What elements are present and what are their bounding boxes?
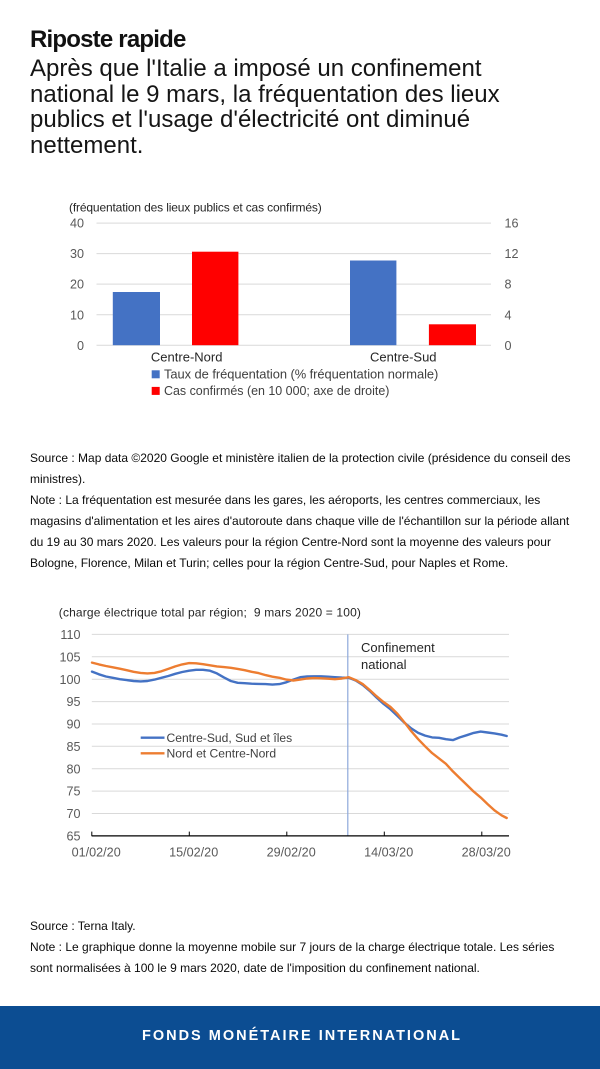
svg-text:Centre-Sud, Sud et îles: Centre-Sud, Sud et îles xyxy=(167,731,293,745)
svg-text:85: 85 xyxy=(66,740,80,754)
svg-text:0: 0 xyxy=(77,339,84,353)
svg-text:16: 16 xyxy=(505,217,519,231)
svg-text:30: 30 xyxy=(70,247,84,261)
svg-text:national: national xyxy=(361,657,407,672)
svg-text:95: 95 xyxy=(66,695,80,709)
svg-text:4: 4 xyxy=(505,308,512,322)
svg-text:Cas confirmés (en 10 000; axe: Cas confirmés (en 10 000; axe de droite) xyxy=(164,384,389,398)
svg-text:75: 75 xyxy=(66,785,80,799)
svg-text:Taux de fréquentation (% fréqu: Taux de fréquentation (% fréquentation n… xyxy=(164,367,438,382)
svg-text:105: 105 xyxy=(59,650,80,664)
svg-text:01/02/20: 01/02/20 xyxy=(72,845,121,859)
svg-text:20: 20 xyxy=(70,278,84,292)
svg-text:(charge électrique total par r: (charge électrique total par région; 9 m… xyxy=(59,606,361,620)
svg-text:0: 0 xyxy=(505,339,512,353)
svg-text:Nord et Centre-Nord: Nord et Centre-Nord xyxy=(167,747,277,761)
svg-text:8: 8 xyxy=(505,278,512,292)
svg-text:12: 12 xyxy=(505,247,519,261)
svg-text:65: 65 xyxy=(66,830,80,844)
svg-text:100: 100 xyxy=(59,673,80,687)
svg-text:Centre-Nord: Centre-Nord xyxy=(151,350,223,365)
svg-text:15/02/20: 15/02/20 xyxy=(169,845,218,859)
svg-text:70: 70 xyxy=(66,807,80,821)
svg-text:14/03/20: 14/03/20 xyxy=(364,845,413,859)
svg-text:28/03/20: 28/03/20 xyxy=(462,845,511,859)
svg-text:10: 10 xyxy=(70,308,84,322)
svg-text:Confinement: Confinement xyxy=(361,640,435,655)
svg-text:80: 80 xyxy=(66,762,80,776)
svg-text:29/02/20: 29/02/20 xyxy=(267,845,316,859)
svg-text:Centre-Sud: Centre-Sud xyxy=(370,350,436,365)
svg-text:40: 40 xyxy=(70,217,84,231)
svg-text:(fréquentation des lieux publi: (fréquentation des lieux publics et cas … xyxy=(69,201,322,215)
svg-text:90: 90 xyxy=(66,718,80,732)
svg-text:110: 110 xyxy=(60,628,80,642)
